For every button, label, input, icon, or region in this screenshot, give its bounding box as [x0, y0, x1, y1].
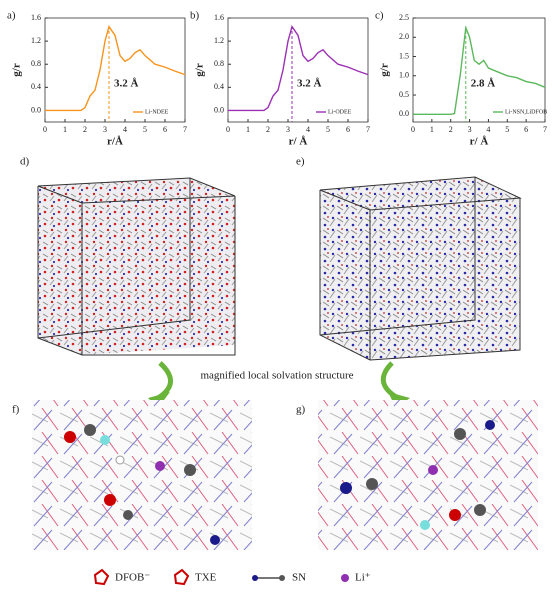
x-tick-label: 0 [411, 125, 415, 134]
y-tick-label: 1.6 [214, 13, 224, 22]
x-tick-label: 7 [543, 125, 547, 134]
annotation: 3.2 Å [297, 78, 322, 90]
legend-label: DFOB⁻ [115, 572, 150, 584]
y-axis-label: g/r [194, 63, 206, 77]
annotation: 3.2 Å [114, 78, 139, 90]
y-tick-label: 2.5 [399, 13, 409, 22]
rdf-line [45, 25, 186, 112]
y-axis-label: g/r [379, 63, 391, 77]
y-tick-label: 2.0 [399, 32, 409, 41]
x-tick-label: 6 [346, 125, 350, 134]
panel-label: d) [20, 156, 30, 168]
y-tick-label: 0.4 [214, 82, 224, 91]
x-axis-label: r/Å [107, 136, 123, 148]
caption: magnified local solvation structure [200, 370, 353, 382]
x-tick-label: 3 [103, 125, 107, 134]
x-tick-label: 4 [306, 125, 310, 134]
x-tick-label: 2 [266, 125, 270, 134]
legend-label: Li-ODEE [328, 109, 352, 115]
x-axis-label: r/ Å [289, 136, 308, 148]
plot-frame [227, 17, 369, 123]
y-tick-label: 0.5 [399, 90, 409, 99]
plot-frame [412, 17, 546, 123]
x-tick-label: 1 [63, 125, 67, 134]
y-tick-label: 1.2 [214, 36, 224, 45]
x-tick-label: 5 [326, 125, 330, 134]
x-tick-label: 3 [286, 125, 290, 134]
solvation-snapshot [318, 400, 538, 550]
legend-label: Li-NDEE [145, 109, 169, 115]
x-tick-label: 4 [486, 125, 490, 134]
x-tick-label: 1 [246, 125, 250, 134]
x-tick-label: 1 [430, 125, 434, 134]
y-tick-label: 1.2 [31, 36, 41, 45]
x-tick-label: 7 [183, 125, 187, 134]
y-tick-label: 0.0 [31, 105, 41, 114]
plot-frame [44, 17, 186, 123]
y-tick-label: 1.0 [399, 71, 409, 80]
x-axis-label: r/ Å [470, 136, 489, 148]
md-box [37, 177, 236, 356]
legend-label: TXE [195, 572, 217, 584]
x-tick-label: 0 [43, 125, 47, 134]
panel-label: f) [12, 404, 20, 416]
x-tick-label: 5 [143, 125, 147, 134]
panel-label: b) [190, 10, 200, 22]
panel-label: e) [296, 156, 305, 168]
x-tick-label: 7 [366, 125, 370, 134]
y-tick-label: 1.6 [31, 13, 41, 22]
x-tick-label: 2 [449, 125, 453, 134]
legend-icon [93, 568, 349, 586]
rdf-line [413, 27, 546, 115]
legend-label: Li⁺ [355, 572, 371, 584]
y-tick-label: 0.0 [214, 105, 224, 114]
legend-label: Li-NSN,LiDFOB [505, 109, 547, 115]
md-box [319, 176, 522, 361]
rdf-line [228, 25, 369, 112]
y-tick-label: 0.4 [31, 82, 41, 91]
y-axis-label: g/r [11, 63, 23, 77]
y-tick-label: 0.8 [31, 59, 41, 68]
x-tick-label: 4 [123, 125, 127, 134]
y-tick-label: 0.0 [399, 109, 409, 118]
annotation: 2.8 Å [471, 78, 496, 90]
x-tick-label: 6 [524, 125, 528, 134]
x-tick-label: 3 [468, 125, 472, 134]
x-tick-label: 5 [505, 125, 509, 134]
panel-label: c) [375, 10, 384, 22]
solvation-snapshot [32, 400, 252, 550]
panel-label: a) [7, 10, 16, 22]
x-tick-label: 6 [163, 125, 167, 134]
x-tick-label: 0 [226, 125, 230, 134]
y-tick-label: 0.8 [214, 59, 224, 68]
panel-label: g) [296, 404, 306, 416]
x-tick-label: 2 [83, 125, 87, 134]
legend-label: SN [292, 572, 306, 584]
y-tick-label: 1.5 [399, 51, 409, 60]
